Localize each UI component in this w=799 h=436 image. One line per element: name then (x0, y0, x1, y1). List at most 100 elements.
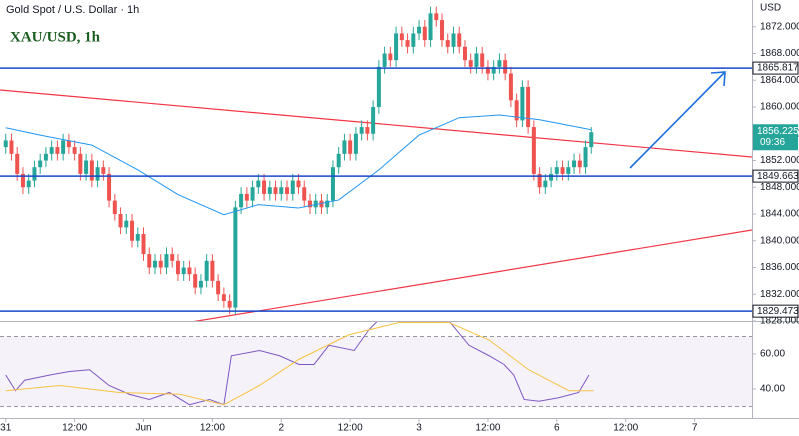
candle-body (227, 300, 232, 308)
candle-body (537, 173, 542, 188)
candle-body (566, 167, 571, 174)
candle-body (313, 200, 318, 208)
candle-body (9, 140, 14, 154)
candle-body (411, 33, 416, 47)
x-tick-label: 6 (554, 423, 560, 434)
candle-body (112, 200, 117, 214)
candle-body (577, 160, 582, 168)
x-tick-label: 12:00 (475, 423, 500, 434)
candle-body (353, 133, 358, 154)
candle-body (307, 200, 312, 208)
candle-body (508, 73, 513, 101)
candle-body (3, 140, 8, 148)
y-tick-label: 1848.000 (760, 182, 799, 193)
candle-body (175, 260, 180, 275)
candle-body (20, 173, 25, 188)
candle-body (526, 86, 531, 128)
candle-body (250, 187, 255, 201)
y-tick-label: 1832.000 (760, 289, 799, 300)
candle-body (15, 153, 20, 174)
candle-body (365, 127, 370, 134)
candle-body (221, 294, 226, 301)
candle-body (267, 187, 272, 194)
candle-body (124, 220, 129, 228)
candle-body (49, 147, 54, 154)
x-tick-label: 12:00 (200, 423, 225, 434)
candle-body (422, 26, 427, 41)
candle-body (239, 193, 244, 208)
candle-body (531, 127, 536, 174)
candle-body (457, 33, 462, 47)
candle-body (164, 254, 169, 268)
candle-body (485, 66, 490, 74)
level-tag (752, 304, 799, 318)
chart-title: Gold Spot / U.S. Dollar · 1h (6, 4, 139, 16)
x-tick-label: 12:00 (338, 423, 363, 434)
candle-body (130, 220, 135, 241)
candle-body (66, 140, 71, 148)
trendline (0, 89, 752, 158)
candle-body (273, 187, 278, 194)
y-tick-label: 1852.000 (760, 155, 799, 166)
candle-body (204, 260, 209, 281)
candle-body (290, 180, 295, 194)
candle-body (43, 153, 48, 161)
level-tag (752, 61, 799, 75)
x-tick-label: 7 (692, 423, 698, 434)
level-label: 1849.663 (757, 171, 799, 182)
rsi-tick-label: 60.00 (760, 349, 785, 360)
candle-body (152, 260, 157, 268)
candle-body (348, 140, 353, 154)
candle-body (543, 180, 548, 188)
rsi-tick-label: 40.00 (760, 384, 785, 395)
candle-body (560, 167, 565, 174)
candle-body (95, 167, 100, 181)
candle-body (181, 267, 186, 275)
x-tick-label: 12:00 (62, 423, 87, 434)
candle-body (141, 234, 146, 255)
candle-body (26, 180, 31, 188)
candle-body (480, 53, 485, 67)
candle-body (101, 167, 106, 174)
rsi-pane (0, 322, 752, 407)
y-tick-label: 1840.000 (760, 235, 799, 246)
candle-body (38, 160, 43, 168)
candle-body (118, 214, 123, 228)
x-tick-label: 12:00 (613, 423, 638, 434)
price-pane (0, 6, 752, 321)
y-tick-label: 1828.000 (760, 316, 799, 327)
last-price-label: 1856.225 (757, 126, 799, 137)
trendline (193, 229, 752, 321)
y-tick-label: 1872.000 (760, 21, 799, 32)
candle-body (55, 147, 60, 154)
symbol-label: XAU/USD, 1h (10, 29, 101, 45)
candle-body (302, 187, 307, 201)
candle-body (405, 40, 410, 47)
candle-body (394, 33, 399, 61)
candle-body (342, 140, 347, 154)
y-tick-label: 1836.000 (760, 262, 799, 273)
candle-body (158, 260, 163, 268)
candle-body (187, 267, 192, 275)
candle-body (434, 13, 439, 21)
candle-body (554, 167, 559, 174)
candle-body (170, 254, 175, 261)
moving-average (5, 114, 592, 216)
candle-body (572, 160, 577, 168)
candle-body (72, 147, 77, 154)
y-tick-label: 1860.000 (760, 102, 799, 113)
candle-body (382, 53, 387, 67)
x-tick-label: Jun (135, 423, 151, 434)
candle-body (233, 207, 238, 308)
candle-body (583, 147, 588, 168)
level-label: 1829.473 (757, 306, 799, 317)
candle-body (325, 200, 330, 208)
candle-body (330, 167, 335, 201)
x-tick-label: 2 (279, 423, 285, 434)
level-tag (752, 169, 799, 183)
candle-body (84, 160, 89, 174)
level-label: 1865.817 (757, 63, 799, 74)
candle-body (210, 260, 215, 281)
candle-body (262, 180, 267, 194)
candle-body (244, 193, 249, 201)
